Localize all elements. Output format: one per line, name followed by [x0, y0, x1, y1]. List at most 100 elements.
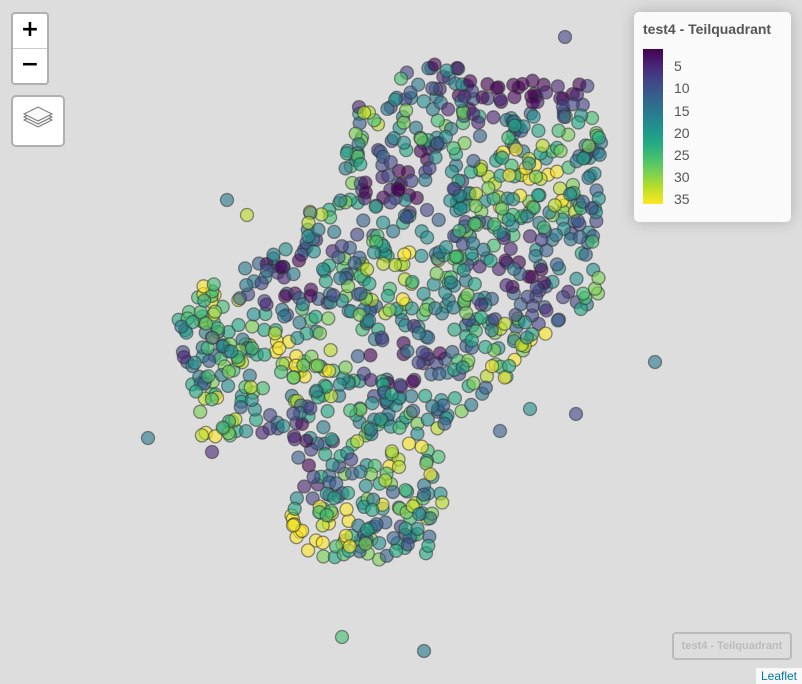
map-point[interactable]: [333, 193, 348, 208]
map-point[interactable]: [499, 278, 514, 293]
map-point[interactable]: [447, 390, 463, 406]
map-point[interactable]: [428, 150, 443, 165]
map-point[interactable]: [409, 190, 424, 206]
map-point[interactable]: [471, 115, 486, 130]
map-point[interactable]: [321, 363, 337, 379]
map-point[interactable]: [528, 169, 544, 184]
map-point[interactable]: [501, 212, 516, 227]
map-point[interactable]: [359, 262, 375, 277]
map-point[interactable]: [321, 311, 336, 326]
map-point[interactable]: [267, 326, 283, 341]
map-point[interactable]: [551, 123, 566, 138]
map-point[interactable]: [396, 135, 412, 150]
map-point[interactable]: [526, 109, 541, 124]
map-point[interactable]: [503, 241, 518, 256]
map-point[interactable]: [224, 344, 239, 359]
map-point[interactable]: [380, 101, 395, 117]
map-point[interactable]: [474, 310, 489, 325]
map-point[interactable]: [515, 76, 530, 92]
map-point[interactable]: [221, 364, 236, 379]
map-point[interactable]: [286, 406, 301, 421]
map-point[interactable]: [338, 360, 353, 375]
map-point[interactable]: [585, 234, 600, 249]
map-point[interactable]: [312, 326, 328, 341]
map-point[interactable]: [327, 224, 342, 240]
map-point[interactable]: [299, 433, 314, 448]
map-point[interactable]: [413, 131, 429, 147]
map-point[interactable]: [383, 195, 398, 210]
map-point[interactable]: [363, 348, 378, 363]
map-point[interactable]: [339, 502, 354, 517]
map-point[interactable]: [467, 216, 482, 231]
map-point[interactable]: [194, 428, 210, 443]
map-point[interactable]: [343, 452, 359, 467]
map-point[interactable]: [419, 230, 435, 245]
map-point[interactable]: [198, 316, 214, 331]
map-point[interactable]: [381, 168, 396, 183]
map-point[interactable]: [244, 392, 259, 408]
layers-control-button[interactable]: [11, 95, 65, 147]
map-point[interactable]: [276, 418, 291, 434]
map-point[interactable]: [414, 248, 429, 264]
map-point[interactable]: [385, 484, 401, 500]
map-point[interactable]: [332, 377, 347, 392]
map-point[interactable]: [232, 291, 248, 306]
map-point[interactable]: [383, 154, 398, 170]
map-point[interactable]: [464, 333, 479, 348]
map-point[interactable]: [353, 286, 368, 301]
map-point[interactable]: [456, 263, 471, 278]
map-point[interactable]: [353, 464, 368, 479]
map-point[interactable]: [423, 467, 438, 482]
map-point[interactable]: [350, 434, 365, 449]
map-point[interactable]: [257, 347, 272, 362]
zoom-out-button[interactable]: −: [13, 48, 47, 83]
map-point[interactable]: [395, 292, 410, 307]
map-point[interactable]: [464, 397, 479, 413]
map-point[interactable]: [398, 521, 413, 536]
attribution-link[interactable]: Leaflet: [755, 668, 802, 684]
map-point[interactable]: [412, 506, 427, 522]
map-point[interactable]: [255, 425, 270, 440]
map-point[interactable]: [273, 260, 288, 275]
map-point[interactable]: [255, 381, 271, 396]
map-point[interactable]: [285, 518, 301, 533]
map-point[interactable]: [476, 242, 491, 257]
map-point[interactable]: [372, 535, 387, 551]
map-point[interactable]: [468, 186, 484, 201]
map-point[interactable]: [200, 369, 216, 384]
map-point[interactable]: [462, 74, 478, 89]
map-point[interactable]: [378, 473, 393, 488]
map-point[interactable]: [405, 403, 421, 419]
map-point[interactable]: [534, 232, 549, 247]
map-point[interactable]: [565, 97, 580, 112]
map-point[interactable]: [358, 478, 373, 493]
map-point[interactable]: [306, 244, 322, 259]
map-point[interactable]: [373, 412, 388, 427]
map-point[interactable]: [429, 266, 444, 281]
map-point[interactable]: [419, 202, 435, 218]
map-point[interactable]: [453, 201, 468, 216]
map-point[interactable]: [303, 401, 318, 416]
map-point[interactable]: [576, 286, 591, 301]
map-point[interactable]: [296, 358, 311, 373]
map-point[interactable]: [410, 426, 425, 441]
map-point[interactable]: [508, 142, 524, 157]
map-point[interactable]: [351, 136, 366, 152]
map-point[interactable]: [591, 130, 607, 145]
map-point[interactable]: [398, 103, 414, 118]
map-point[interactable]: [231, 317, 246, 333]
map-point[interactable]: [290, 330, 305, 346]
map-point[interactable]: [550, 79, 565, 94]
map-point[interactable]: [140, 430, 156, 446]
map-point[interactable]: [568, 406, 584, 422]
map-point[interactable]: [327, 490, 342, 506]
map-point[interactable]: [375, 215, 391, 230]
map-point[interactable]: [501, 358, 517, 374]
zoom-in-button[interactable]: +: [20, 17, 40, 42]
map-point[interactable]: [465, 236, 481, 251]
map-point[interactable]: [569, 271, 584, 286]
map-point[interactable]: [416, 643, 432, 659]
map-point[interactable]: [287, 432, 302, 447]
map-point[interactable]: [547, 198, 562, 213]
map-point[interactable]: [474, 297, 489, 312]
